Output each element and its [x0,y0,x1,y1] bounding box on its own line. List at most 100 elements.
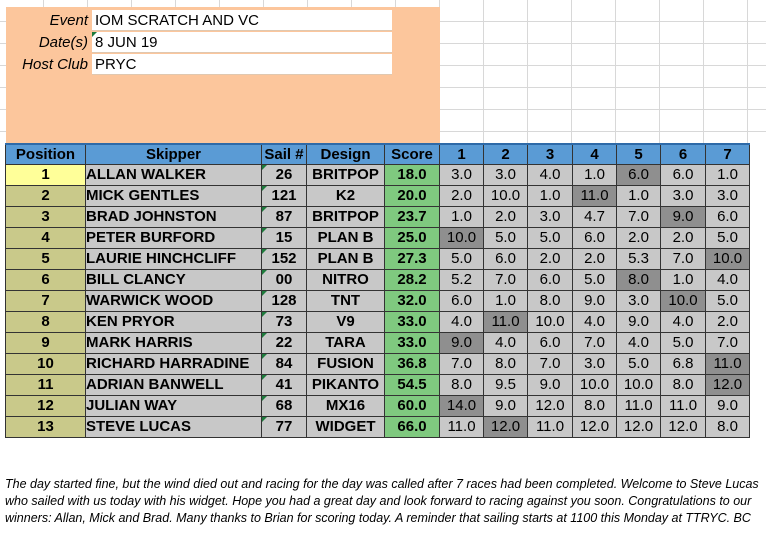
race-5-cell[interactable]: 7.0 [616,205,661,228]
race-2-cell[interactable]: 9.0 [483,394,528,417]
race-5-cell[interactable]: 5.3 [616,247,661,270]
race-1-cell[interactable]: 4.0 [439,310,484,333]
race-6-cell[interactable]: 7.0 [660,247,706,270]
header-race-4[interactable]: 4 [572,143,617,165]
race-5-cell[interactable]: 1.0 [616,184,661,207]
race-4-cell[interactable]: 9.0 [572,289,617,312]
race-3-cell[interactable]: 12.0 [527,394,573,417]
race-5-cell[interactable]: 12.0 [616,415,661,438]
skipper-cell[interactable]: JULIAN WAY [85,394,262,417]
race-3-cell[interactable]: 1.0 [527,184,573,207]
score-cell[interactable]: 66.0 [384,415,440,438]
race-6-cell[interactable]: 8.0 [660,373,706,396]
race-3-cell[interactable]: 6.0 [527,268,573,291]
race-6-cell[interactable]: 1.0 [660,268,706,291]
race-1-cell[interactable]: 6.0 [439,289,484,312]
race-6-cell[interactable]: 12.0 [660,415,706,438]
race-5-cell[interactable]: 9.0 [616,310,661,333]
header-race-2[interactable]: 2 [483,143,528,165]
skipper-cell[interactable]: ALLAN WALKER [85,163,262,186]
race-4-cell[interactable]: 5.0 [572,268,617,291]
race-1-cell[interactable]: 2.0 [439,184,484,207]
race-2-cell[interactable]: 9.5 [483,373,528,396]
race-3-cell[interactable]: 8.0 [527,289,573,312]
design-cell[interactable]: K2 [306,184,385,207]
sail-cell[interactable]: 152 [261,247,307,270]
score-cell[interactable]: 33.0 [384,331,440,354]
position-cell[interactable]: 13 [5,415,86,438]
race-2-cell[interactable]: 12.0 [483,415,528,438]
race-3-cell[interactable]: 3.0 [527,205,573,228]
race-4-cell[interactable]: 2.0 [572,247,617,270]
skipper-cell[interactable]: STEVE LUCAS [85,415,262,438]
header-race-1[interactable]: 1 [439,143,484,165]
sail-cell[interactable]: 00 [261,268,307,291]
race-7-cell[interactable]: 5.0 [705,226,750,249]
race-1-cell[interactable]: 1.0 [439,205,484,228]
race-6-cell[interactable]: 6.8 [660,352,706,375]
race-3-cell[interactable]: 2.0 [527,247,573,270]
club-value[interactable]: PRYC [92,54,392,75]
skipper-cell[interactable]: BRAD JOHNSTON [85,205,262,228]
sail-cell[interactable]: 41 [261,373,307,396]
sail-cell[interactable]: 68 [261,394,307,417]
sail-cell[interactable]: 22 [261,331,307,354]
event-value[interactable]: IOM SCRATCH AND VC [92,10,392,31]
skipper-cell[interactable]: PETER BURFORD [85,226,262,249]
race-4-cell[interactable]: 10.0 [572,373,617,396]
sail-cell[interactable]: 84 [261,352,307,375]
header-race-7[interactable]: 7 [705,143,750,165]
position-cell[interactable]: 7 [5,289,86,312]
position-cell[interactable]: 1 [5,163,86,186]
skipper-cell[interactable]: ADRIAN BANWELL [85,373,262,396]
score-cell[interactable]: 54.5 [384,373,440,396]
race-7-cell[interactable]: 1.0 [705,163,750,186]
score-cell[interactable]: 28.2 [384,268,440,291]
race-1-cell[interactable]: 9.0 [439,331,484,354]
sail-cell[interactable]: 15 [261,226,307,249]
race-6-cell[interactable]: 6.0 [660,163,706,186]
race-7-cell[interactable]: 2.0 [705,310,750,333]
header-skipper[interactable]: Skipper [85,143,262,165]
race-7-cell[interactable]: 4.0 [705,268,750,291]
race-3-cell[interactable]: 10.0 [527,310,573,333]
design-cell[interactable]: NITRO [306,268,385,291]
position-cell[interactable]: 8 [5,310,86,333]
score-cell[interactable]: 36.8 [384,352,440,375]
header-race-6[interactable]: 6 [660,143,706,165]
race-5-cell[interactable]: 3.0 [616,289,661,312]
race-1-cell[interactable]: 7.0 [439,352,484,375]
sail-cell[interactable]: 26 [261,163,307,186]
race-4-cell[interactable]: 4.0 [572,310,617,333]
race-5-cell[interactable]: 11.0 [616,394,661,417]
race-7-cell[interactable]: 10.0 [705,247,750,270]
design-cell[interactable]: PIKANTO [306,373,385,396]
race-4-cell[interactable]: 3.0 [572,352,617,375]
position-cell[interactable]: 5 [5,247,86,270]
position-cell[interactable]: 10 [5,352,86,375]
header-score[interactable]: Score [384,143,440,165]
header-sail[interactable]: Sail # [261,143,307,165]
race-2-cell[interactable]: 2.0 [483,205,528,228]
position-cell[interactable]: 11 [5,373,86,396]
skipper-cell[interactable]: WARWICK WOOD [85,289,262,312]
race-6-cell[interactable]: 4.0 [660,310,706,333]
race-3-cell[interactable]: 7.0 [527,352,573,375]
race-5-cell[interactable]: 6.0 [616,163,661,186]
design-cell[interactable]: FUSION [306,352,385,375]
race-3-cell[interactable]: 5.0 [527,226,573,249]
race-5-cell[interactable]: 10.0 [616,373,661,396]
race-1-cell[interactable]: 10.0 [439,226,484,249]
sail-cell[interactable]: 121 [261,184,307,207]
skipper-cell[interactable]: MARK HARRIS [85,331,262,354]
sail-cell[interactable]: 73 [261,310,307,333]
race-1-cell[interactable]: 14.0 [439,394,484,417]
race-6-cell[interactable]: 9.0 [660,205,706,228]
race-4-cell[interactable]: 8.0 [572,394,617,417]
race-2-cell[interactable]: 1.0 [483,289,528,312]
race-5-cell[interactable]: 2.0 [616,226,661,249]
race-2-cell[interactable]: 11.0 [483,310,528,333]
race-4-cell[interactable]: 6.0 [572,226,617,249]
race-2-cell[interactable]: 4.0 [483,331,528,354]
score-cell[interactable]: 27.3 [384,247,440,270]
